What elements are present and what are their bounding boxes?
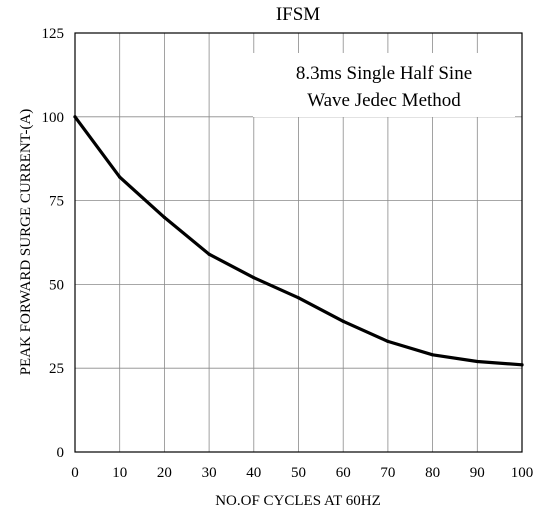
plot-frame	[74, 32, 523, 453]
data-point	[431, 353, 435, 357]
data-point	[73, 115, 77, 119]
series-group	[73, 115, 524, 367]
x-tick-label: 50	[291, 465, 306, 481]
data-point	[296, 296, 301, 300]
x-tick-label: 10	[112, 465, 127, 481]
x-tick-label: 60	[336, 465, 351, 481]
y-axis-label: PEAK FORWARD SURGE CURRENT-(A)	[18, 109, 34, 376]
annotation-line-2: Wave Jedec Method	[307, 90, 461, 111]
x-tick-labels: 0 10 20 30 40 50 60 70 80 90 100	[71, 465, 533, 481]
x-tick-label: 40	[246, 465, 261, 481]
x-tick-label: 70	[380, 465, 395, 481]
y-tick-label: 100	[42, 110, 65, 126]
chart-title: IFSM	[276, 4, 320, 25]
x-axis-label: NO.OF CYCLES AT 60HZ	[215, 493, 381, 509]
x-tick-label: 20	[157, 465, 172, 481]
x-tick-label: 90	[470, 465, 485, 481]
y-tick-label: 25	[49, 361, 64, 377]
x-tick-label: 0	[71, 465, 79, 481]
x-tick-label: 80	[425, 465, 440, 481]
y-tick-labels: 0 25 50 75 100 125	[42, 26, 65, 461]
y-tick-label: 0	[57, 445, 65, 461]
data-point	[520, 363, 524, 367]
data-point	[475, 359, 479, 364]
data-point	[207, 252, 211, 256]
y-tick-label: 125	[42, 26, 65, 42]
data-point	[252, 276, 256, 280]
data-point	[118, 175, 122, 179]
annotation-box	[253, 53, 515, 117]
data-point	[162, 215, 166, 219]
data-point	[386, 339, 390, 343]
data-point	[341, 319, 345, 323]
x-tick-label: 30	[202, 465, 217, 481]
annotation-line-1: 8.3ms Single Half Sine	[296, 63, 472, 84]
y-tick-label: 50	[49, 277, 64, 293]
x-tick-label: 100	[511, 465, 534, 481]
y-tick-label: 75	[49, 194, 64, 210]
